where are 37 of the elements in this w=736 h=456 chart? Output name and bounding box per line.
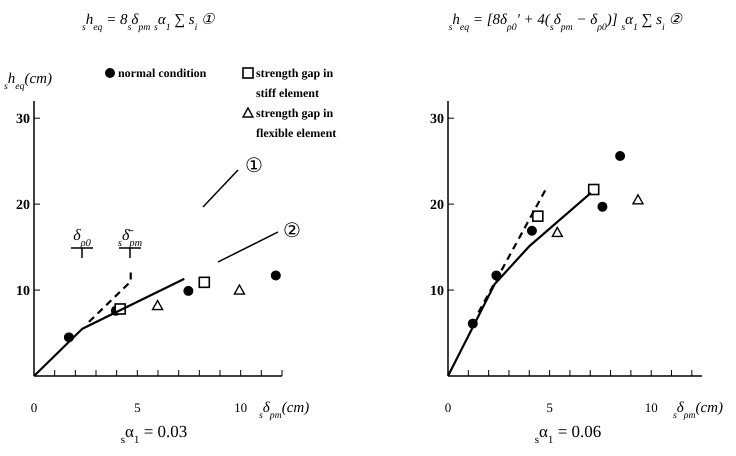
text: $_{s}$α$_{1}$ = 0.06 [534,422,602,446]
legend-label: normal condition [118,66,207,80]
point [552,226,564,238]
point [632,194,644,205]
chart-title: $_{s}$h$_{eq}$ = [8δ$_{ρ0}$' + 4($_{s}$δ$_{pm}$ − δ$_{ρ0}$)] $_{s}$α$_{1}$ ∑ s$_{i}$ ② [448,12,682,32]
point [588,184,600,196]
x-tick-label: 0 [444,400,452,415]
annotation: ① [245,155,263,177]
point [270,270,281,280]
text: $_{s}$α$_{1}$ = 0.03 [120,422,188,446]
point [532,210,544,222]
x-tick-label: 5 [134,400,141,415]
legend-label: strength gap in flexible element [256,106,336,140]
y-tick-label: 20 [430,198,444,214]
y-tick-label: 10 [430,284,444,300]
text: ② [283,220,301,242]
annotation: $_{s}$δ̄$_{pm}$ [118,227,143,248]
point [526,226,537,236]
x-tick-label: 10 [644,400,658,415]
y-tick-label: 10 [16,284,30,300]
x-axis-title: $_{s}$δ$_{pm}$(cm) [259,400,310,420]
y-axis-title: $_{s}$h$_{eq}$(cm) [4,71,52,92]
point [615,151,626,161]
y-tick-label: 30 [430,112,444,128]
point [183,286,194,296]
point [234,284,246,295]
x-tick-label: 5 [546,400,553,415]
point [198,276,210,288]
x-axis-title: $_{s}$δ$_{ρm}$(cm) [673,400,723,420]
x-tick-label: 0 [30,400,38,415]
annotation: δ$_{ρ0}$ [73,227,92,248]
x-tick-label: 10 [234,400,248,415]
point [597,202,608,212]
y-tick-label: 30 [16,112,30,128]
point [152,300,164,310]
y-tick-label: 20 [16,198,30,214]
chart-title: $_{s}$h$_{eq}$ = 8$_{s}$δ$_{pm}$ $_{s}$α$_{1}$ ∑ s$_{i}$ ① [82,12,214,32]
